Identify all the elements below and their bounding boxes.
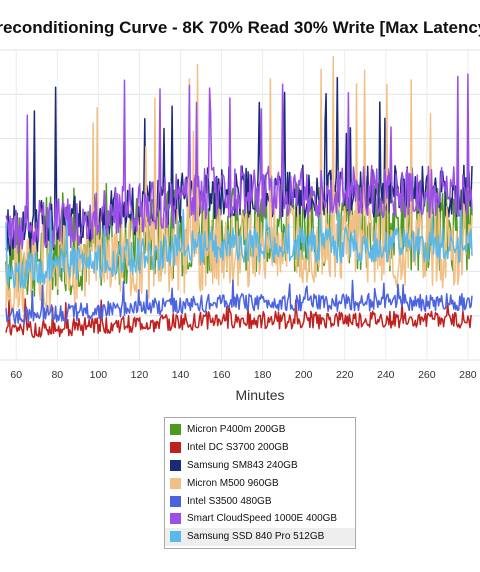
legend-swatch [170, 495, 181, 507]
legend-item[interactable]: Samsung SSD 840 Pro 512GB [165, 527, 355, 546]
legend-item[interactable]: Intel S3500 480GB [165, 492, 355, 510]
legend-label: Samsung SM843 240GB [187, 459, 298, 471]
legend-swatch [170, 477, 181, 489]
x-tick-label: 120 [131, 369, 149, 381]
x-tick-label: 200 [295, 369, 313, 381]
legend-swatch [170, 459, 181, 471]
x-tick-label: 260 [418, 369, 436, 381]
legend: Micron P400m 200GB Intel DC S3700 200GB Sa… [164, 417, 356, 549]
x-tick-label: 160 [213, 369, 231, 381]
legend-label: Micron M500 960GB [187, 477, 279, 489]
legend-swatch [170, 513, 181, 525]
x-tick-label: 240 [377, 369, 395, 381]
legend-item[interactable]: Micron P400m 200GB [165, 421, 355, 439]
legend-item[interactable]: Smart CloudSpeed 1000E 400GB [165, 510, 355, 528]
x-tick-label: 100 [90, 369, 108, 381]
legend-label: Intel DC S3700 200GB [187, 442, 289, 454]
legend-label: Smart CloudSpeed 1000E 400GB [187, 513, 338, 525]
x-tick-label: 180 [254, 369, 272, 381]
x-tick-label: 280 [459, 369, 477, 381]
legend-item[interactable]: Samsung SM843 240GB [165, 457, 355, 475]
legend-item[interactable]: Micron M500 960GB [165, 474, 355, 492]
series-line [5, 73, 473, 254]
x-tick-label: 60 [10, 369, 22, 381]
series-line [5, 208, 473, 289]
chart-plot: 60 80 100 120 140 160 180 200 220 240 260 280 [0, 49, 480, 381]
legend-label: Samsung SSD 840 Pro 512GB [187, 531, 325, 543]
x-axis-label: Minutes [235, 387, 285, 403]
x-tick-label: 220 [336, 369, 354, 381]
legend-label: Intel S3500 480GB [187, 495, 272, 507]
x-tick-label: 80 [51, 369, 63, 381]
series-line [5, 55, 473, 314]
series-line [5, 298, 473, 339]
series-line [5, 279, 473, 325]
legend-label: Micron P400m 200GB [187, 424, 286, 436]
legend-item[interactable]: Intel DC S3700 200GB [165, 439, 355, 457]
x-tick-label: 140 [172, 369, 190, 381]
legend-swatch [170, 442, 181, 454]
legend-swatch [170, 424, 181, 436]
chart-title: Preconditioning Curve - 8K 70% Read 30% … [0, 18, 480, 37]
legend-swatch [170, 531, 181, 543]
